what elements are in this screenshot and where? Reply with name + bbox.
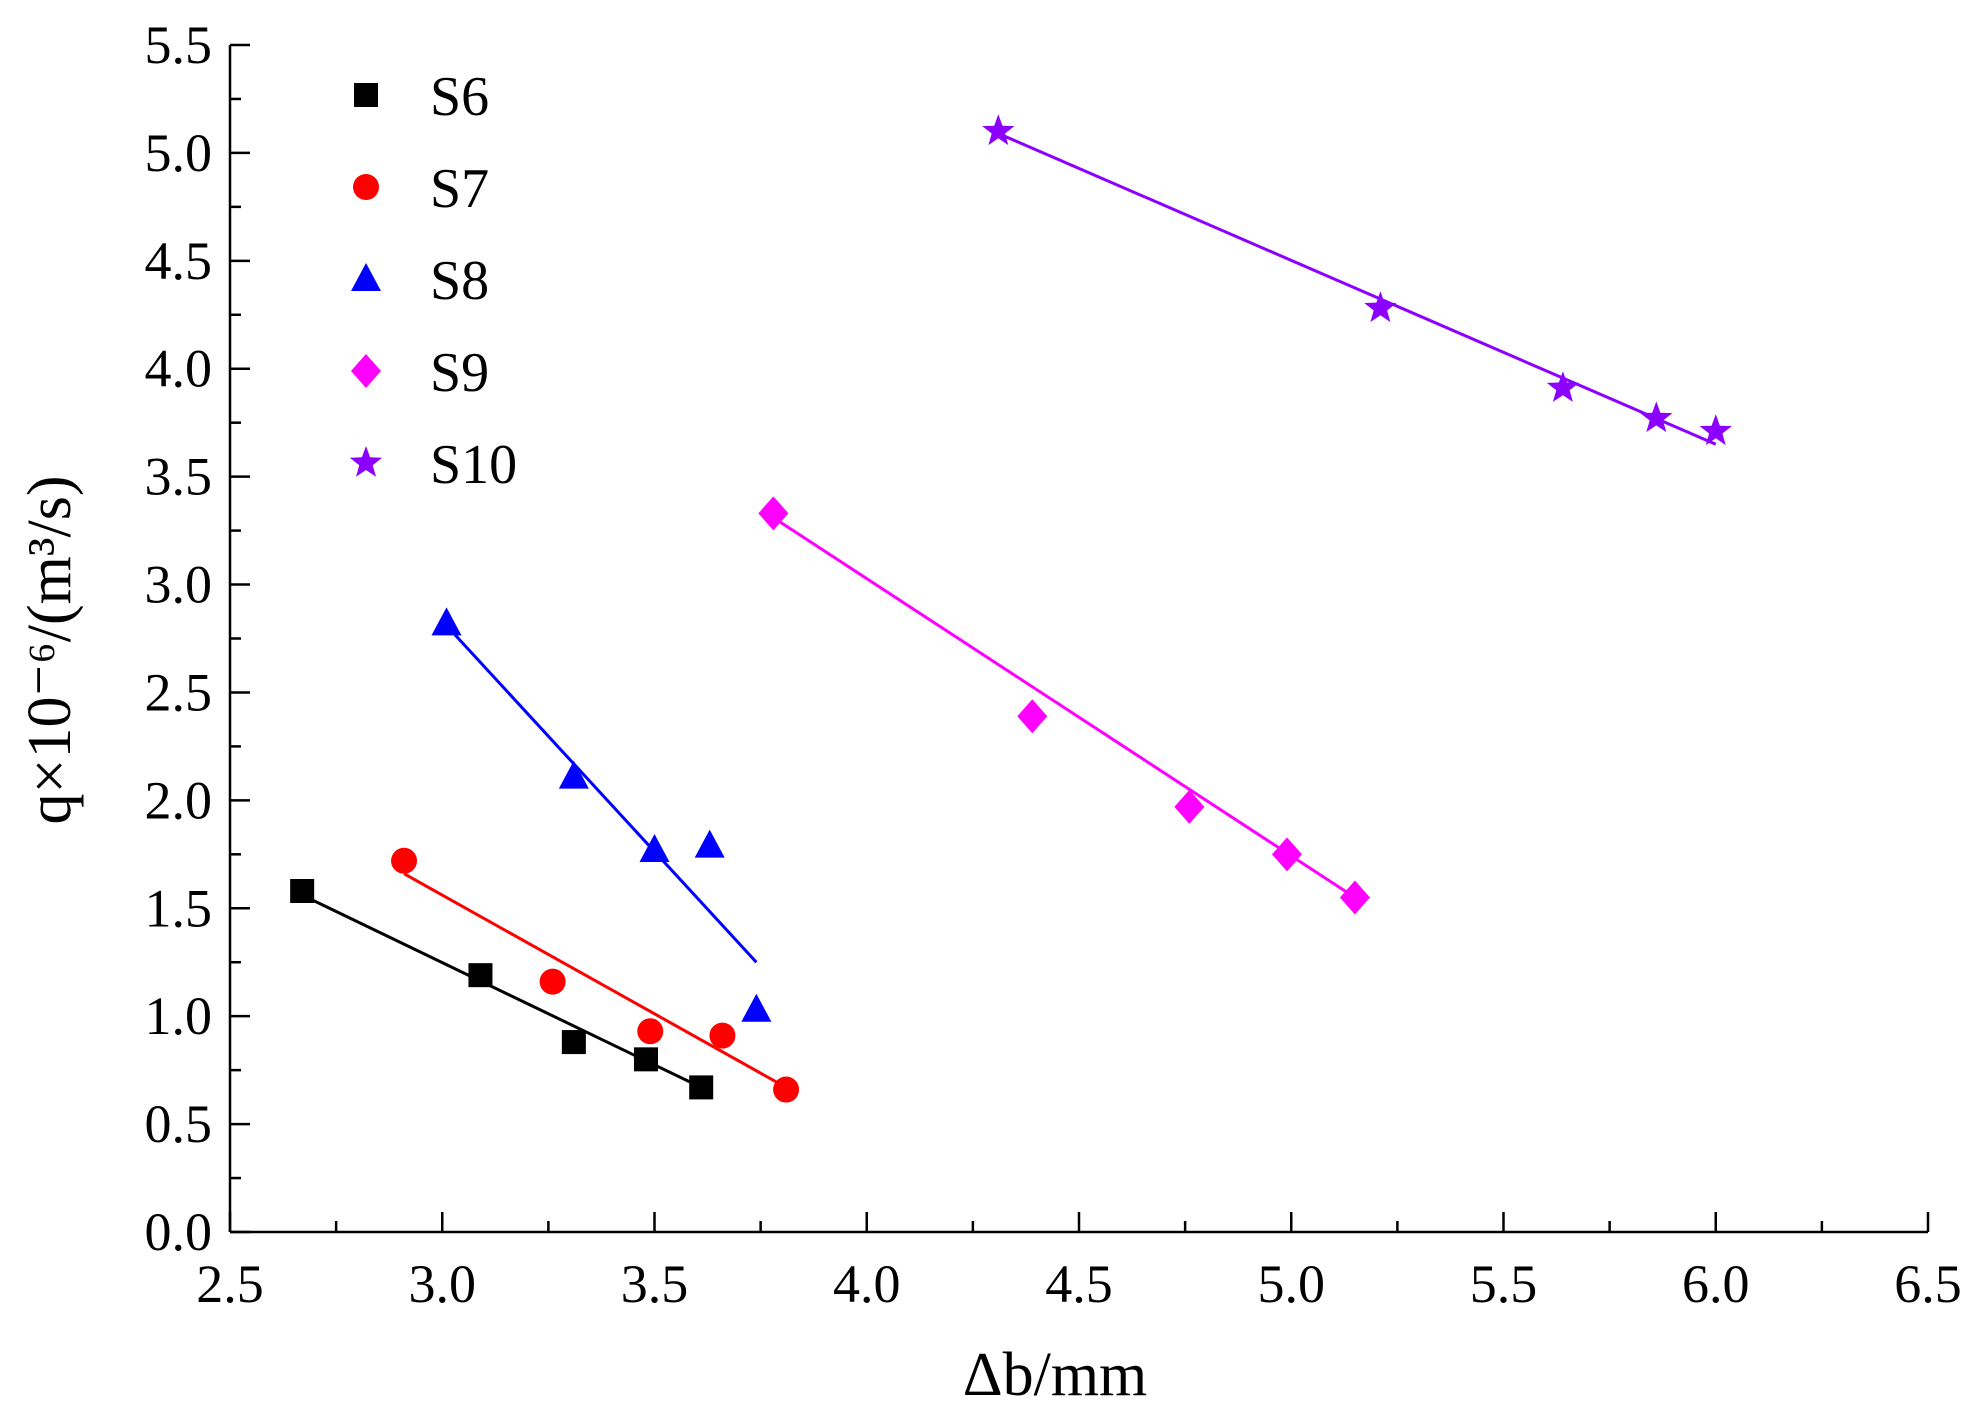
- y-tick-label: 1.0: [145, 986, 213, 1046]
- y-axis-title: q×10⁻⁶/(m³/s): [16, 476, 84, 825]
- axes: 2.5 3.0 3.5 4.0 4.5 5.0 5.5 6.0 6.5 0.0 0.5 1.0 1.5 2…: [145, 15, 1962, 1314]
- y-tick-label: 2.0: [145, 770, 213, 830]
- x-tick-label: 3.0: [409, 1254, 477, 1314]
- y-tick-label: 4.5: [145, 231, 213, 291]
- y-tick-label: 1.5: [145, 878, 213, 938]
- legend: S6 S7 S8 S9 S10: [349, 66, 517, 496]
- y-tick-label: 0.0: [145, 1202, 213, 1262]
- x-tick-label: 6.5: [1894, 1254, 1962, 1314]
- point-s8: [741, 993, 772, 1022]
- y-tick-label: 5.0: [145, 123, 213, 183]
- legend-label-s10: S10: [430, 434, 517, 496]
- x-tick-label: 6.0: [1682, 1254, 1750, 1314]
- x-tick-label: 4.0: [833, 1254, 901, 1314]
- x-tick-label: 4.5: [1045, 1254, 1113, 1314]
- data-points: [290, 114, 1732, 1103]
- legend-label-s8: S8: [430, 250, 489, 312]
- point-s6: [561, 1030, 586, 1055]
- point-s10: [1699, 414, 1732, 446]
- point-s10: [982, 114, 1015, 146]
- legend-marker-s9: [351, 354, 381, 388]
- point-s7: [773, 1076, 800, 1103]
- fit-line-s9: [772, 516, 1356, 899]
- legend-marker-s6: [354, 83, 378, 107]
- fit-line-s7: [403, 872, 787, 1089]
- y-tick-label: 3.0: [145, 555, 213, 615]
- x-tick-label: 3.5: [621, 1254, 689, 1314]
- point-s9: [1017, 699, 1048, 734]
- y-tick-label: 0.5: [145, 1094, 213, 1154]
- x-tick-label: 5.5: [1470, 1254, 1538, 1314]
- x-tick-label: 2.5: [196, 1254, 264, 1314]
- fit-line-s6: [293, 889, 702, 1089]
- point-s9: [1272, 837, 1303, 872]
- point-s7: [709, 1022, 736, 1049]
- point-s6: [468, 963, 493, 988]
- fit-line-s10: [997, 132, 1717, 446]
- point-s9: [758, 496, 789, 531]
- y-tick-label: 4.0: [145, 339, 213, 399]
- legend-label-s6: S6: [430, 66, 489, 128]
- point-s10: [1364, 291, 1397, 323]
- fit-lines: [293, 132, 1717, 1089]
- legend-marker-s8: [351, 263, 381, 291]
- point-s8: [639, 834, 670, 863]
- point-s8: [694, 829, 725, 858]
- y-tick-label: 2.5: [145, 662, 213, 722]
- point-s7: [391, 847, 418, 874]
- point-s6: [689, 1075, 714, 1100]
- point-s6: [634, 1047, 659, 1072]
- legend-label-s9: S9: [430, 342, 489, 404]
- point-s7: [539, 968, 566, 995]
- legend-marker-s10: [349, 446, 383, 477]
- y-tick-label: 5.5: [145, 15, 213, 75]
- point-s8: [558, 760, 589, 789]
- point-s10: [1640, 401, 1673, 433]
- legend-label-s7: S7: [430, 158, 489, 220]
- point-s6: [290, 879, 315, 904]
- point-s7: [637, 1018, 664, 1045]
- legend-marker-s7: [353, 174, 379, 200]
- point-s9: [1339, 880, 1370, 915]
- fit-line-s8: [445, 624, 758, 964]
- y-tick-label: 3.5: [145, 447, 213, 507]
- x-axis-title: Δb/mm: [963, 1341, 1148, 1409]
- point-s8: [431, 607, 462, 636]
- x-tick-label: 5.0: [1258, 1254, 1326, 1314]
- point-s10: [1546, 371, 1580, 402]
- point-s9: [1174, 789, 1205, 824]
